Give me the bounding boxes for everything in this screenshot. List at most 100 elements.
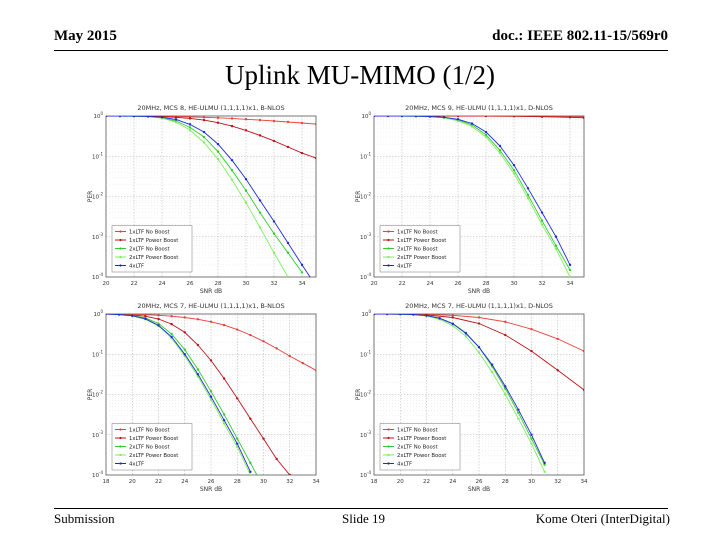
data-point	[275, 347, 278, 350]
data-point	[582, 116, 584, 120]
data-point	[262, 486, 264, 488]
legend-marker	[119, 428, 122, 431]
data-point	[216, 150, 220, 153]
data-point	[244, 189, 248, 192]
y-tick-label: 10-3	[360, 232, 371, 241]
data-point	[258, 134, 262, 137]
data-point	[262, 340, 265, 343]
data-point	[385, 314, 389, 316]
x-axis-label: SNR dB	[200, 486, 222, 493]
x-axis-label: SNR dB	[468, 288, 490, 295]
data-point	[209, 395, 213, 398]
data-point	[470, 125, 474, 128]
plot-title: 20MHz, MCS 7, HE-ULMU (1,1,1,1)x1, D-NLO…	[405, 302, 553, 310]
series-1xltf-power-boost	[106, 314, 291, 475]
data-point	[249, 461, 252, 465]
x-tick-label: 20	[371, 281, 378, 287]
data-point	[230, 178, 234, 181]
data-point	[498, 149, 502, 152]
x-tick-label: 20	[397, 479, 404, 485]
data-point	[451, 316, 454, 319]
data-point	[157, 322, 160, 325]
data-point	[258, 118, 262, 122]
legend-marker	[387, 264, 390, 267]
x-tick-label: 20	[103, 281, 110, 287]
data-point	[286, 275, 290, 277]
data-point	[498, 144, 502, 148]
data-point	[144, 315, 147, 318]
data-point	[286, 120, 290, 124]
data-point	[504, 385, 507, 388]
per-plot-mcs9-d-nlos: 20MHz, MCS 9, HE-ULMU (1,1,1,1)x1, D-NLO…	[355, 104, 585, 295]
footer-author: Kome Oteri (InterDigital)	[535, 511, 670, 526]
data-point	[530, 433, 533, 436]
data-point	[222, 422, 226, 425]
legend-label: 2xLTF Power Boost	[397, 453, 446, 459]
data-point	[314, 122, 316, 126]
legend: 1xLTF No Boost 1xLTF Power Boost 2xLTF No …	[379, 225, 461, 273]
data-point	[132, 116, 136, 118]
y-tick-label: 10-2	[92, 390, 103, 399]
data-point	[530, 327, 533, 331]
data-point	[540, 219, 544, 222]
x-tick-label: 34	[313, 479, 320, 485]
data-point	[106, 314, 108, 316]
legend-marker	[119, 230, 122, 233]
x-tick-label: 32	[271, 281, 278, 287]
series-4xltf	[374, 116, 572, 267]
per-plot-mcs8-b-nlos: 20MHz, MCS 8, HE-ULMU (1,1,1,1)x1, B-NLO…	[87, 104, 317, 295]
y-tick-label: 10-4	[92, 272, 103, 281]
data-point	[230, 158, 234, 162]
data-point	[512, 163, 516, 167]
data-point	[196, 343, 200, 347]
data-point	[526, 187, 530, 190]
data-point	[236, 397, 239, 400]
data-point	[216, 116, 220, 120]
data-point	[456, 118, 460, 121]
data-point	[543, 463, 546, 466]
legend-marker	[119, 264, 122, 267]
data-point	[272, 251, 276, 254]
legend-label: 1xLTF Power Boost	[397, 436, 446, 442]
data-point	[314, 369, 316, 372]
legend-label: 2xLTF No Boost	[129, 247, 170, 253]
data-point	[554, 244, 558, 247]
legend-label: 1xLTF Power Boost	[129, 436, 178, 442]
y-axis-label: PER	[355, 389, 362, 401]
data-point	[477, 316, 481, 319]
legend-marker	[119, 436, 122, 440]
data-point	[157, 314, 160, 317]
data-point	[209, 390, 213, 393]
y-tick-label: 10-1	[92, 151, 103, 160]
data-point	[209, 359, 213, 362]
data-point	[512, 169, 516, 172]
legend-label: 4xLTF	[397, 264, 412, 270]
data-point	[222, 377, 226, 380]
data-point	[230, 117, 234, 120]
data-point	[258, 199, 262, 202]
data-point	[568, 268, 572, 272]
series-line	[106, 116, 311, 277]
data-point	[202, 118, 206, 122]
x-tick-label: 28	[483, 281, 490, 287]
legend-marker	[387, 445, 390, 448]
data-point	[477, 345, 481, 349]
data-point	[188, 126, 192, 129]
data-point	[543, 470, 546, 474]
data-point	[249, 473, 252, 475]
x-tick-label: 22	[399, 281, 406, 287]
legend: 1xLTF No Boost 1xLTF Power Boost 2xLTF No …	[379, 423, 461, 471]
plot-title: 20MHz, MCS 8, HE-ULMU (1,1,1,1)x1, B-NLO…	[137, 104, 284, 112]
x-tick-label: 30	[511, 281, 518, 287]
data-point	[188, 123, 192, 126]
y-tick-label: 100	[361, 309, 371, 318]
data-point	[157, 324, 160, 327]
series-line	[106, 314, 251, 472]
data-point	[183, 316, 186, 319]
data-point	[512, 172, 516, 175]
data-point	[490, 363, 494, 366]
data-point	[568, 116, 572, 119]
data-point	[442, 116, 446, 119]
x-tick-label: 22	[423, 479, 430, 485]
data-point	[183, 348, 186, 351]
